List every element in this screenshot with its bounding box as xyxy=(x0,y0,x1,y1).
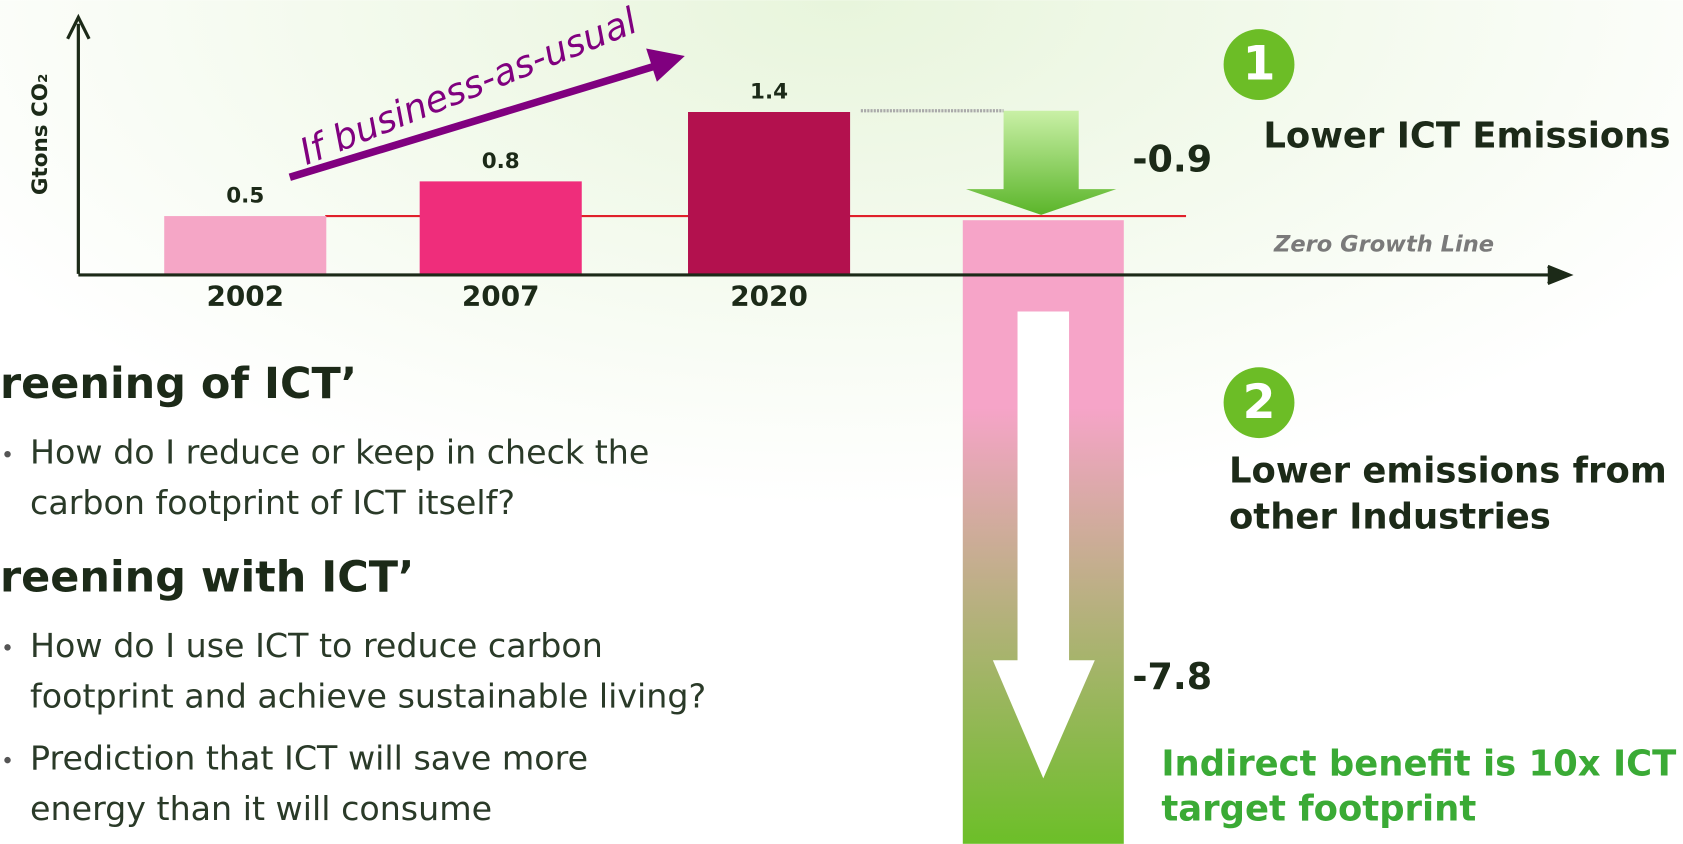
callout-number: 1 xyxy=(1243,37,1276,92)
zero-line-label: Zero Growth Line xyxy=(1273,231,1494,257)
ict-arrow xyxy=(966,110,1117,215)
x-axis xyxy=(78,264,1574,286)
benefit-text: Indirect benefit is 10x ICT xyxy=(1161,743,1676,784)
x-tick-label: 2007 xyxy=(462,279,540,312)
trend-arrow xyxy=(288,60,662,181)
text-layer: 1 Lower ICT Emissions -0.9 2 Lower emissions… xyxy=(0,29,1676,830)
bullet-text: How do I use ICT to reduce carbon xyxy=(30,626,603,665)
callout-title: other Industries xyxy=(1229,497,1551,538)
callout-badge xyxy=(1223,29,1295,100)
callout-title: Lower ICT Emissions xyxy=(1263,116,1670,157)
value-label: 1.4 xyxy=(750,80,788,105)
bar xyxy=(419,181,582,274)
value-label: 0.5 xyxy=(226,184,264,209)
section-heading: reening of ICT’ xyxy=(0,359,357,409)
bullet-text: Prediction that ICT will save more xyxy=(30,739,588,778)
callout-value: -0.9 xyxy=(1132,138,1212,181)
callout-number: 2 xyxy=(1243,375,1276,430)
bullet-text: energy than it will consume xyxy=(30,789,492,828)
bullet-text: How do I reduce or keep in check the xyxy=(30,433,649,472)
trend-arrowhead xyxy=(646,48,685,82)
down-arrow xyxy=(992,311,1095,779)
y-axis-label: Gtons CO₂ xyxy=(28,74,53,195)
callout-badge xyxy=(1223,367,1295,439)
bar xyxy=(688,111,851,274)
bullet-text: footprint and achieve sustainable living… xyxy=(30,676,706,715)
bar xyxy=(164,216,327,274)
section-heading: reening with ICT’ xyxy=(0,552,414,602)
bullet-dot xyxy=(4,756,11,764)
callout-title: Lower emissions from xyxy=(1229,450,1667,491)
value-label: 0.8 xyxy=(482,149,520,174)
bullet-dot xyxy=(4,450,11,458)
x-tick-label: 2020 xyxy=(730,279,808,312)
chart: 0.5 2002 0.8 2007 1.4 2020 xyxy=(164,80,851,312)
bullet-dot xyxy=(4,644,11,651)
x-tick-label: 2002 xyxy=(206,279,284,312)
y-axis xyxy=(66,13,91,274)
benefit-text: target footprint xyxy=(1161,789,1476,830)
bullet-text: carbon footprint of ICT itself? xyxy=(30,483,515,522)
callout-value: -7.8 xyxy=(1132,655,1212,698)
